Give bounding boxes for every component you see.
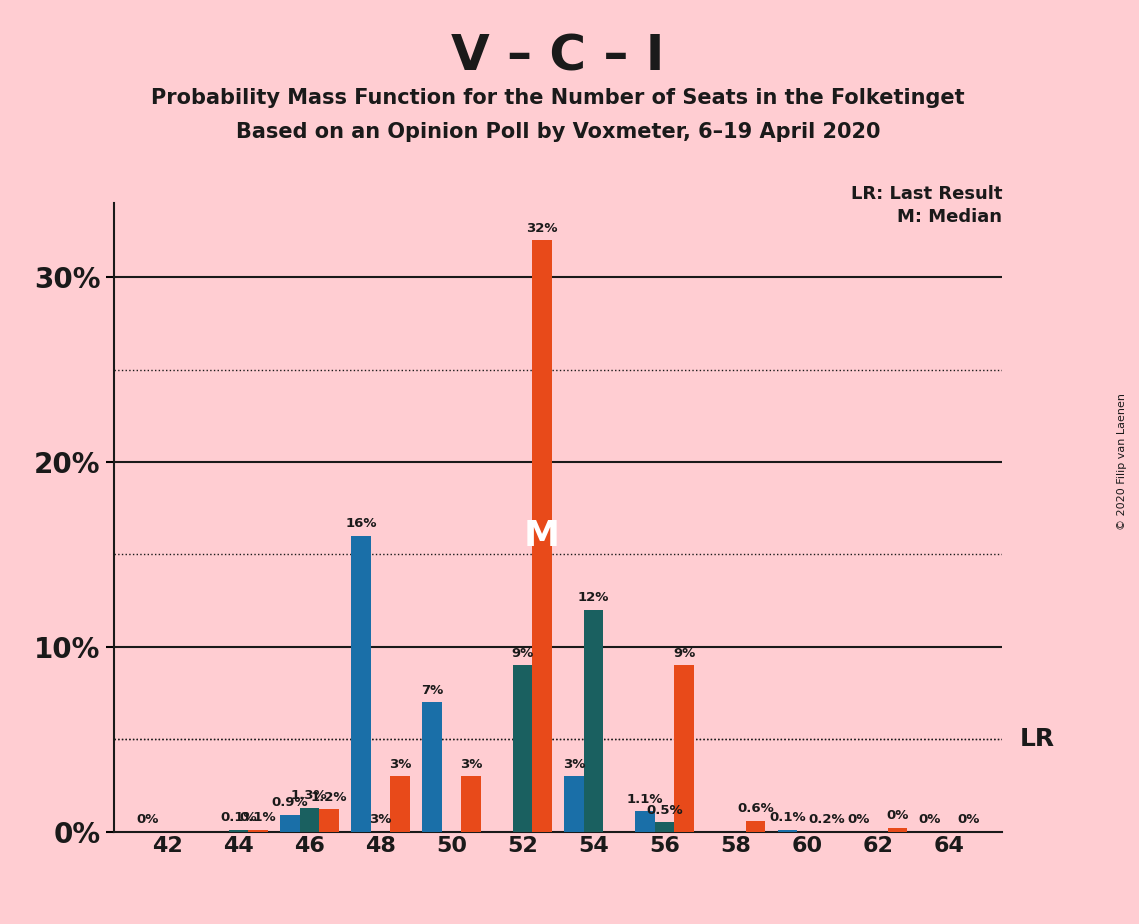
Bar [280, 815, 300, 832]
Bar [887, 828, 908, 832]
Text: 0.1%: 0.1% [220, 811, 256, 824]
Text: LR: Last Result: LR: Last Result [851, 185, 1002, 202]
Text: 0%: 0% [886, 809, 909, 822]
Text: 0.2%: 0.2% [808, 813, 845, 826]
Text: 0.6%: 0.6% [737, 802, 773, 815]
Text: 3%: 3% [563, 758, 585, 771]
Text: V – C – I: V – C – I [451, 32, 665, 80]
Text: M: Median: M: Median [898, 208, 1002, 225]
Bar [746, 821, 765, 832]
Bar [248, 830, 268, 832]
Bar [564, 776, 584, 832]
Text: 32%: 32% [526, 222, 558, 235]
Text: 12%: 12% [577, 591, 609, 604]
Text: 1.2%: 1.2% [311, 791, 347, 804]
Text: 0%: 0% [847, 813, 869, 826]
Bar [532, 240, 552, 832]
Text: Probability Mass Function for the Number of Seats in the Folketinget: Probability Mass Function for the Number… [151, 88, 965, 108]
Bar [351, 536, 370, 832]
Bar [513, 665, 532, 832]
Text: LR: LR [1021, 727, 1055, 751]
Text: 7%: 7% [420, 684, 443, 697]
Bar [655, 822, 674, 832]
Bar [229, 830, 248, 832]
Text: 9%: 9% [673, 647, 696, 660]
Text: 0%: 0% [918, 813, 941, 826]
Bar [778, 830, 797, 832]
Bar [319, 809, 338, 832]
Bar [674, 665, 694, 832]
Text: 0.5%: 0.5% [647, 804, 683, 817]
Text: © 2020 Filip van Laenen: © 2020 Filip van Laenen [1117, 394, 1126, 530]
Text: 0.1%: 0.1% [239, 811, 276, 824]
Bar [636, 811, 655, 832]
Bar [584, 610, 604, 832]
Text: 3%: 3% [460, 758, 482, 771]
Text: 0.9%: 0.9% [271, 796, 309, 809]
Text: 0%: 0% [137, 813, 158, 826]
Text: 0.1%: 0.1% [769, 811, 805, 824]
Text: 0%: 0% [958, 813, 980, 826]
Text: 9%: 9% [511, 647, 534, 660]
Bar [423, 702, 442, 832]
Text: 16%: 16% [345, 517, 377, 530]
Text: M: M [524, 519, 560, 553]
Text: 1.3%: 1.3% [292, 789, 328, 802]
Bar [461, 776, 481, 832]
Text: 3%: 3% [369, 813, 392, 826]
Bar [391, 776, 410, 832]
Text: 3%: 3% [388, 758, 411, 771]
Bar [300, 808, 319, 832]
Text: 1.1%: 1.1% [626, 793, 663, 806]
Text: Based on an Opinion Poll by Voxmeter, 6–19 April 2020: Based on an Opinion Poll by Voxmeter, 6–… [236, 122, 880, 142]
